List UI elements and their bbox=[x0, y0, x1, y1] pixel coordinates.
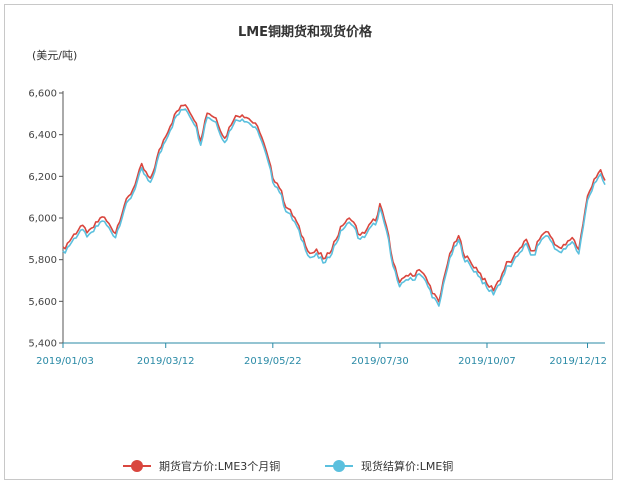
copper-price-chart: LME铜期货和现货价格 (美元/吨) 6,600 6,400 6,200 6,000 5… bbox=[28, 24, 607, 473]
y-tick-label: 6,000 bbox=[28, 214, 57, 225]
x-tick-label: 2019/10/07 bbox=[458, 356, 516, 367]
y-unit-label: (美元/吨) bbox=[32, 49, 77, 62]
legend-label-2: 现货结算价:LME铜 bbox=[361, 459, 453, 473]
series-line-1 bbox=[62, 104, 606, 303]
y-tick-label: 5,800 bbox=[28, 255, 57, 266]
x-tick-label: 2019/03/12 bbox=[137, 356, 195, 367]
legend-label-1: 期货官方价:LME3个月铜 bbox=[159, 459, 280, 473]
chart-frame: LME铜期货和现货价格 (美元/吨) 6,600 6,400 6,200 6,000 5… bbox=[4, 4, 613, 480]
x-tick-label: 2019/07/30 bbox=[351, 356, 409, 367]
x-tick-label: 2019/01/03 bbox=[36, 356, 94, 367]
x-tick-label: 2019/05/22 bbox=[244, 356, 302, 367]
legend: 期货官方价:LME3个月铜 现货结算价:LME铜 bbox=[123, 459, 453, 473]
y-tick-label: 6,400 bbox=[28, 130, 57, 141]
y-tick-label: 5,600 bbox=[28, 297, 57, 308]
chart-title: LME铜期货和现货价格 bbox=[238, 24, 373, 40]
legend-marker-1 bbox=[131, 460, 143, 472]
series-line-2 bbox=[62, 108, 606, 307]
y-tick-label: 6,200 bbox=[28, 172, 57, 183]
series-layer bbox=[62, 104, 606, 307]
y-tick-label: 6,600 bbox=[28, 89, 57, 100]
y-tick-label: 5,400 bbox=[28, 339, 57, 350]
y-axis: 6,600 6,400 6,200 6,000 5,800 5,600 5,400 bbox=[28, 89, 64, 350]
legend-marker-2 bbox=[333, 460, 345, 472]
x-tick-label: 2019/12/12 bbox=[549, 356, 607, 367]
x-axis: 2019/01/03 2019/03/12 2019/05/22 2019/07/30… bbox=[36, 342, 607, 367]
